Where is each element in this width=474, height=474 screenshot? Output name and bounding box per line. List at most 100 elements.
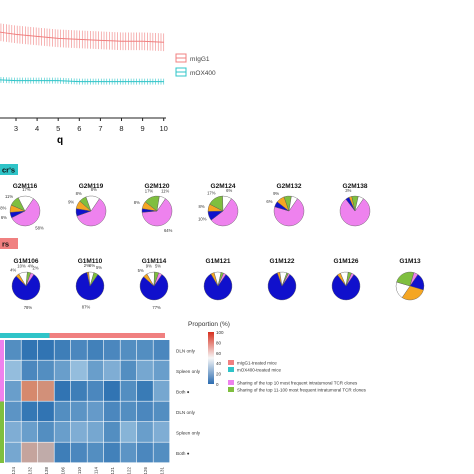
- treatment-swatch-mox400: [228, 367, 234, 372]
- colorbar-tick-label: 80: [216, 340, 222, 345]
- pie-g2m132: G2M132 6%9%: [266, 183, 305, 227]
- heatmap-row-label: DLN only: [176, 348, 196, 353]
- pie-slice-label: 9%: [273, 191, 279, 196]
- pie-slice: [222, 195, 232, 212]
- pie-slice-label: 6%: [266, 199, 272, 204]
- heatmap-cell: [71, 401, 87, 422]
- heatmap-cell: [87, 442, 104, 463]
- pie-slice: [288, 195, 298, 212]
- group-tag-bottom-label: rs: [2, 240, 9, 249]
- heatmap-cell: [120, 360, 137, 381]
- heatmap-cell: [153, 381, 170, 401]
- heatmap-col-label: G1M114: [93, 467, 98, 474]
- heatmap-cell: [54, 340, 71, 360]
- pie-slice-label: 64%: [164, 228, 173, 233]
- pie-slice: [85, 195, 100, 212]
- group-tag-bottom: rs: [0, 238, 18, 249]
- group-tag-top-box: [0, 164, 18, 175]
- row-group-bar: [0, 340, 4, 361]
- pie-title: G2M132: [277, 183, 302, 190]
- x-tick-label: 5: [56, 124, 60, 133]
- pie-slice-label: 2%: [33, 265, 39, 270]
- row-group-bar: [0, 401, 4, 422]
- colorbar-tick-label: 20: [216, 372, 222, 377]
- pie-g1m114: G1M114 77% 5%9% 5%: [138, 258, 169, 310]
- group-tag-top-label: cr's: [2, 166, 15, 175]
- pie-slice: [217, 272, 227, 287]
- heatmap-cell: [153, 340, 170, 360]
- pie-slice: [409, 272, 419, 287]
- heatmap-cell: [153, 360, 170, 381]
- clone-swatch-top11-100: [228, 387, 234, 392]
- heatmap-cell: [153, 422, 170, 442]
- pie-slice-label: 87%: [82, 305, 91, 310]
- pie-slice: [11, 274, 41, 301]
- clone-legend: Sharing of the top 10 most frequent intr…: [228, 380, 367, 393]
- heatmap-cell: [87, 381, 104, 401]
- row-group-bar: [0, 360, 4, 381]
- heatmap-cell: [71, 340, 87, 360]
- pie-slice-label: 77%: [152, 305, 161, 310]
- pie-title: G2M120: [145, 183, 170, 190]
- column-group-bar: [132, 333, 149, 338]
- heatmap-cell: [120, 422, 137, 442]
- heatmap-cell: [71, 381, 87, 401]
- proportion-colorbar: [208, 332, 214, 384]
- pie-slice-label: 5%: [96, 265, 102, 270]
- heatmap-row-label: Both ●: [176, 389, 190, 394]
- heatmap-col-label: G2M124: [11, 467, 16, 474]
- pie-slice-label: 58%: [35, 226, 44, 231]
- pie-title: G1M110: [78, 258, 103, 265]
- pie-slice: [89, 272, 99, 287]
- group-tag-top: cr's: [0, 164, 18, 175]
- pie-slice-label: 3%: [345, 188, 351, 193]
- heatmap-col-label: G1M131: [159, 467, 164, 474]
- pie-slice-label: 6%: [1, 215, 7, 220]
- column-group-bar: [0, 333, 17, 338]
- pie-title: G1M13: [399, 258, 421, 265]
- pie-slice: [76, 198, 107, 227]
- heatmap-cell: [38, 381, 54, 401]
- heatmap-cell: [137, 442, 153, 463]
- heatmap-row-label: Spleen only: [176, 369, 201, 374]
- pie-slice-label: 8%: [199, 204, 205, 209]
- treatment-legend: mIgG1-treated mice mOX400-treated mice: [228, 360, 282, 373]
- heatmap-cell: [5, 442, 21, 463]
- heatmap-cell: [120, 442, 137, 463]
- heatmap-row-label: DLN only: [176, 410, 196, 415]
- pie-slice-label: 9%: [68, 200, 74, 205]
- heatmap-cell: [120, 401, 137, 422]
- pie-slice: [401, 285, 424, 301]
- heatmap-row-label: Both ●: [176, 451, 190, 456]
- column-group-bar: [99, 333, 116, 338]
- heatmap-cell: [5, 340, 21, 360]
- x-axis-ticks: 3 4 5 6 7 8 9 10: [14, 118, 168, 133]
- heatmap-cell: [153, 442, 170, 463]
- heatmap-cell: [137, 381, 153, 401]
- heatmap-cell: [120, 340, 137, 360]
- legend-label-migg1: mIgG1: [190, 56, 210, 63]
- treatment-label-migg1: mIgG1-treated mice: [237, 361, 277, 366]
- line-legend: mIgG1 mOX400: [175, 53, 216, 77]
- heatmap-cell: [153, 401, 170, 422]
- heatmap-col-label: G1M122: [126, 467, 131, 474]
- colorbar-tick-label: 40: [216, 361, 222, 366]
- heatmap-cell: [71, 360, 87, 381]
- colorbar-tick-label: 60: [216, 351, 222, 356]
- colorbar-tick-label: 100: [216, 330, 224, 335]
- heatmap-cell: [54, 360, 71, 381]
- pie-title: G2M119: [79, 183, 104, 190]
- heatmap-cell: [54, 401, 71, 422]
- heatmap-row-label: Spleen only: [176, 430, 201, 435]
- heatmap-cell: [54, 381, 71, 401]
- x-tick-label: 10: [160, 124, 168, 133]
- pie-slice-label: 6%: [89, 263, 95, 268]
- pie-slice: [345, 272, 355, 287]
- heatmap-cell: [104, 381, 120, 401]
- pie-slice: [156, 195, 166, 212]
- pie-slice: [141, 198, 173, 227]
- pie-slice: [139, 274, 169, 301]
